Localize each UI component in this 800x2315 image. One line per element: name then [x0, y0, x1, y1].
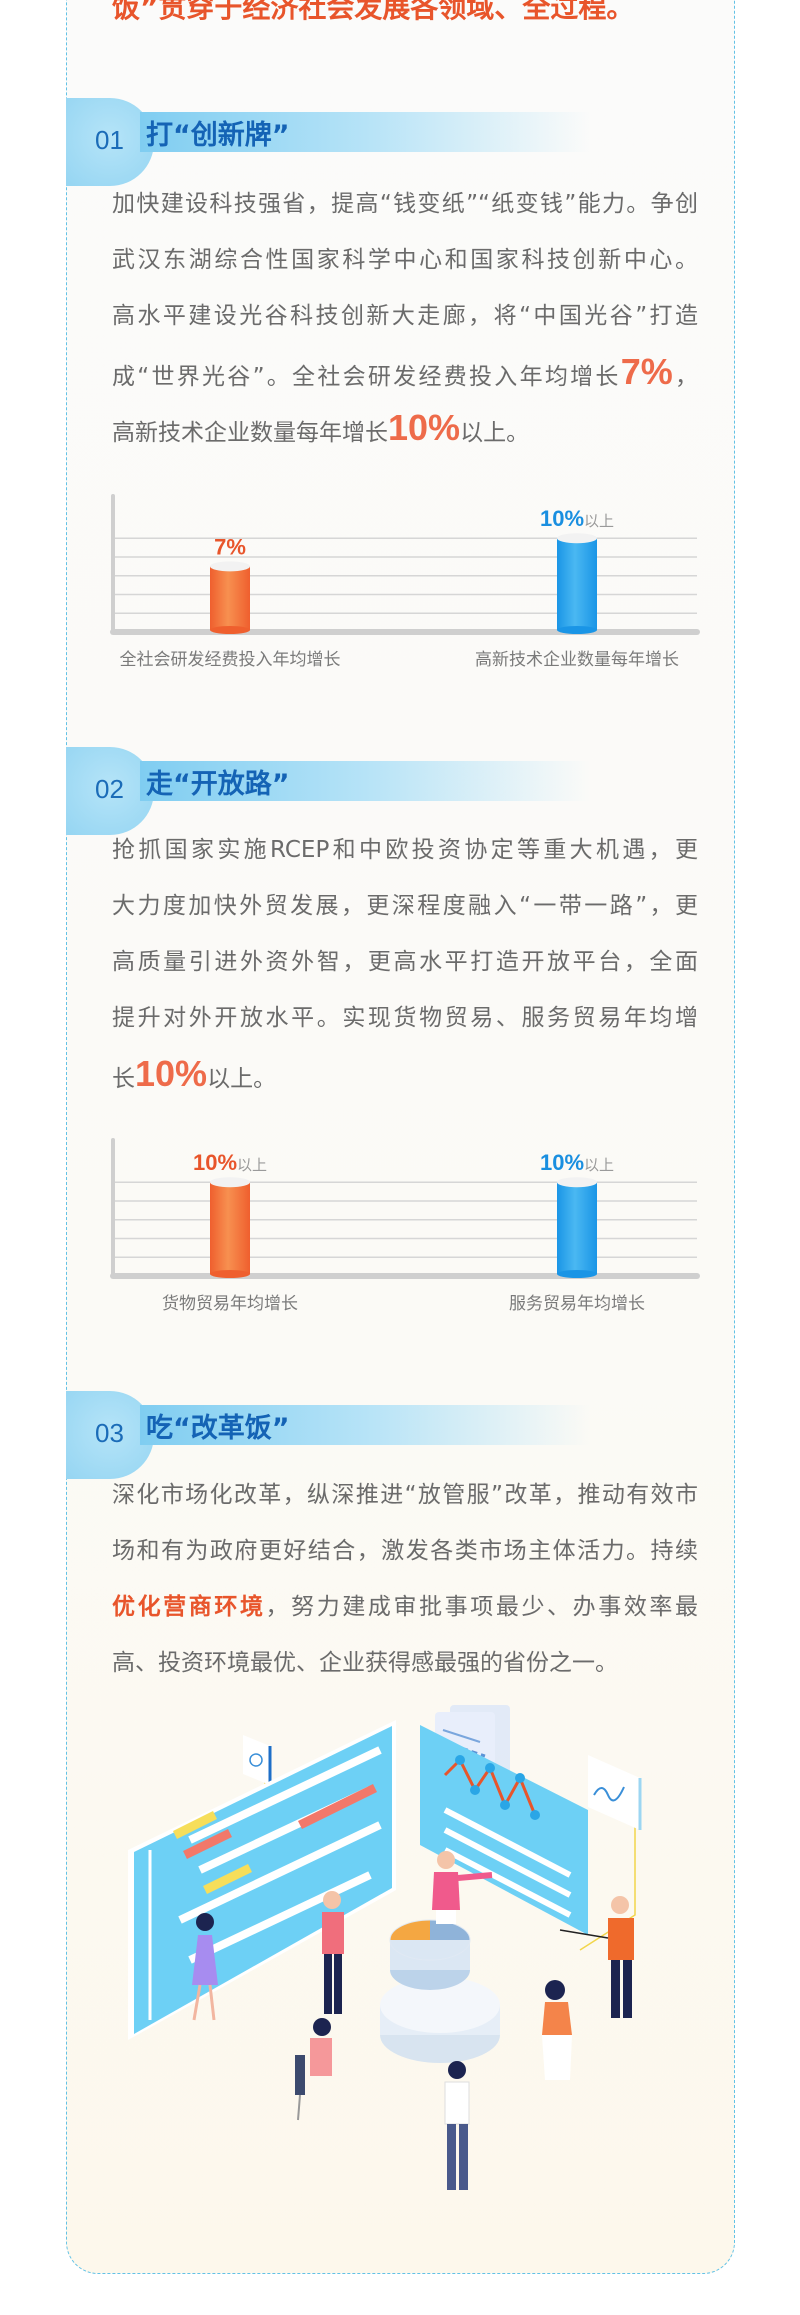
bar-cap — [210, 561, 250, 572]
person-woman-purple — [192, 1913, 218, 2021]
section-03-paragraph: 深化市场化改革，纵深推进“放管服”改革，推动有效市 场和有为政府更好结合，激发各… — [112, 1467, 698, 1691]
highlight-number: 10% — [135, 1053, 208, 1094]
section-number: 01 — [95, 125, 124, 155]
pie-chart-pedestal — [380, 1919, 500, 2063]
text: 提升对外开放水平。实现货物贸易、服务贸易年均增 — [112, 1005, 698, 1031]
category-label: 服务贸易年均增长 — [509, 1294, 645, 1314]
bar — [557, 538, 597, 630]
text-line: 高新技术企业数量每年增长10%以上。 — [112, 400, 698, 456]
text: 以上。 — [460, 420, 530, 446]
value-label-number: 10% — [193, 1150, 237, 1175]
text-line: 优化营商环境，努力建成审批事项最少、办事效率最 — [112, 1579, 698, 1635]
value-label-number: 10% — [540, 506, 584, 531]
person-man-orange — [559, 1896, 634, 2018]
section-01-paragraph: 加快建设科技强省，提高“钱变纸”“纸变钱”能力。争创 武汉东湖综合性国家科学中心… — [112, 176, 698, 456]
value-label: 10%以上 — [540, 506, 614, 531]
section-header-01: 01 打“创新牌” — [66, 98, 626, 188]
text-line: 高质量引进外资外智，更高水平打造开放平台，全面 — [112, 934, 698, 990]
highlight-text: 优化营商环境 — [112, 1594, 266, 1620]
number-circle — [66, 747, 154, 835]
bar-base — [210, 1270, 250, 1278]
person-presenter-center — [432, 1851, 493, 1924]
business-meeting-illustration — [128, 1705, 642, 2190]
bar — [557, 1182, 597, 1274]
text-line: 场和有为政府更好结合，激发各类市场主体活力。持续 — [112, 1523, 698, 1579]
text: 大力度加快外贸发展，更深程度融入“一带一路”，更 — [112, 893, 698, 919]
highlight-number: 7% — [620, 351, 673, 392]
text: ， — [672, 364, 698, 390]
text-line: 成“世界光谷”。全社会研发经费投入年均增长7%， — [112, 344, 698, 400]
person-woman-orange — [542, 1980, 572, 2080]
person-seated — [295, 2018, 332, 2121]
number-circle — [66, 98, 154, 186]
text: 高水平建设光谷科技创新大走廊，将“中国光谷”打造 — [112, 303, 698, 329]
headline: 饭”贯穿于经济社会发展各领域、全过程。 — [112, 0, 635, 24]
text: 场和有为政府更好结合，激发各类市场主体活力。持续 — [112, 1538, 698, 1564]
text: ，努力建成审批事项最少、办事效率最 — [265, 1594, 699, 1620]
text: 抢抓国家实施RCEP和中欧投资协定等重大机遇，更 — [112, 837, 698, 863]
title-banner — [140, 1405, 590, 1445]
text: 以上。 — [207, 1066, 277, 1092]
text-line: 深化市场化改革，纵深推进“放管服”改革，推动有效市 — [112, 1467, 698, 1523]
text: 高质量引进外资外智，更高水平打造开放平台，全面 — [112, 949, 698, 975]
bar-cap — [557, 1177, 597, 1188]
section-header-03: 03 吃“改革饭” — [66, 1391, 626, 1481]
people — [192, 1851, 634, 2190]
text: 加快建设科技强省，提高“钱变纸”“纸变钱”能力。争创 — [112, 191, 698, 217]
person-man-pink — [322, 1891, 344, 2014]
text: 长 — [112, 1066, 135, 1092]
value-label-suffix: 以上 — [584, 513, 614, 530]
value-label-suffix: 以上 — [584, 1157, 614, 1174]
text: 武汉东湖综合性国家科学中心和国家科技创新中心。 — [112, 247, 698, 273]
section-number: 03 — [95, 1418, 124, 1448]
text: 深化市场化改革，纵深推进“放管服”改革，推动有效市 — [112, 1482, 698, 1508]
text-line: 大力度加快外贸发展，更深程度融入“一带一路”，更 — [112, 878, 698, 934]
text-line: 长10%以上。 — [112, 1046, 698, 1102]
value-label: 10%以上 — [540, 1150, 614, 1175]
title-banner — [140, 761, 590, 801]
bar-cap — [210, 1177, 250, 1188]
section-number: 02 — [95, 774, 124, 804]
value-label: 10%以上 — [193, 1150, 267, 1175]
bar — [210, 566, 250, 630]
text-line: 高水平建设光谷科技创新大走廊，将“中国光谷”打造 — [112, 288, 698, 344]
section-title: 打“创新牌” — [146, 120, 290, 151]
section-title: 走“开放路” — [146, 769, 290, 800]
bar-base — [557, 626, 597, 634]
right-screen — [420, 1725, 588, 1935]
value-label-number: 10% — [540, 1150, 584, 1175]
title-banner — [140, 112, 590, 152]
category-label: 全社会研发经费投入年均增长 — [120, 650, 341, 670]
user-card-icon — [243, 1735, 272, 1785]
number-circle — [66, 1391, 154, 1479]
bar-base — [557, 1270, 597, 1278]
bar-base — [210, 626, 250, 634]
text-line: 加快建设科技强省，提高“钱变纸”“纸变钱”能力。争创 — [112, 176, 698, 232]
section-02-paragraph: 抢抓国家实施RCEP和中欧投资协定等重大机遇，更 大力度加快外贸发展，更深程度融… — [112, 822, 698, 1102]
value-label-suffix: 以上 — [237, 1157, 267, 1174]
highlight-number: 10% — [388, 407, 461, 448]
text-line: 高、投资环境最优、企业获得感最强的省份之一。 — [112, 1635, 698, 1691]
bar — [210, 1182, 250, 1274]
value-label: 7% — [214, 534, 246, 559]
section-title: 吃“改革饭” — [146, 1413, 290, 1444]
text: 高新技术企业数量每年增长 — [112, 420, 388, 446]
section-header-02: 02 走“开放路” — [66, 747, 626, 837]
category-label: 高新技术企业数量每年增长 — [475, 650, 679, 670]
wave-chart-icon — [588, 1755, 642, 1830]
text: 成“世界光谷”。全社会研发经费投入年均增长 — [112, 364, 621, 390]
text-line: 提升对外开放水平。实现货物贸易、服务贸易年均增 — [112, 990, 698, 1046]
text-line: 武汉东湖综合性国家科学中心和国家科技创新中心。 — [112, 232, 698, 288]
person-man-white — [444, 2061, 470, 2190]
bar-cap — [557, 533, 597, 544]
category-label: 货物贸易年均增长 — [162, 1294, 298, 1314]
value-label-number: 7% — [214, 534, 246, 559]
text: 高、投资环境最优、企业获得感最强的省份之一。 — [112, 1650, 618, 1676]
text-line: 抢抓国家实施RCEP和中欧投资协定等重大机遇，更 — [112, 822, 698, 878]
